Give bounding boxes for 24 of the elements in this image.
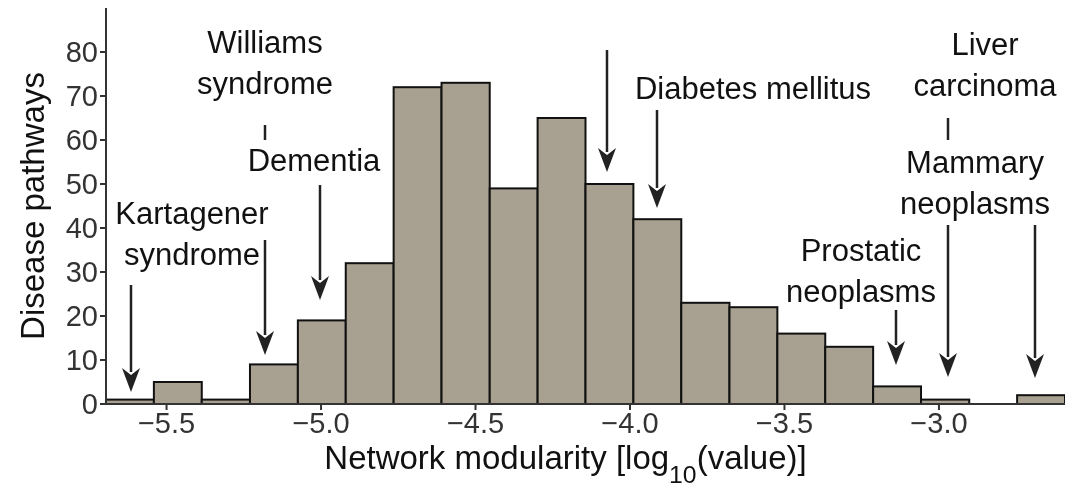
annotation: Mammary neoplasms xyxy=(900,145,1050,221)
annotation: Diabetes mellitus xyxy=(634,71,872,106)
y-tick-label: 40 xyxy=(65,212,98,245)
x-tick-label: −5.5 xyxy=(137,406,196,439)
y-tick-label: 0 xyxy=(81,388,98,421)
annotation: Liver carcinoma xyxy=(913,27,1058,103)
annotation: Prostatic neoplasms xyxy=(786,233,936,309)
y-tick-label: 10 xyxy=(65,344,98,377)
y-tick-label: 30 xyxy=(65,256,98,289)
y-tick-label: 70 xyxy=(65,80,98,113)
x-tick-label: −3.5 xyxy=(755,406,814,439)
x-axis-title: Network modularity [log$_{10}$(value)] xyxy=(324,439,807,485)
annotation: Dementia xyxy=(247,143,382,178)
x-tick-label: −3.0 xyxy=(910,406,968,439)
x-tick-label: −4.0 xyxy=(601,406,659,439)
y-tick-label: 50 xyxy=(65,168,98,201)
x-tick-label: −4.5 xyxy=(446,406,505,439)
annotation: Kartagener syndrome xyxy=(115,196,269,272)
y-axis-title: Disease pathways xyxy=(14,72,51,340)
annotation: Williams syndrome xyxy=(196,25,334,101)
y-tick-label: 20 xyxy=(65,300,98,333)
y-tick-label: 60 xyxy=(65,124,98,157)
y-tick-label: 80 xyxy=(65,36,98,69)
x-tick-label: −5.0 xyxy=(292,406,350,439)
